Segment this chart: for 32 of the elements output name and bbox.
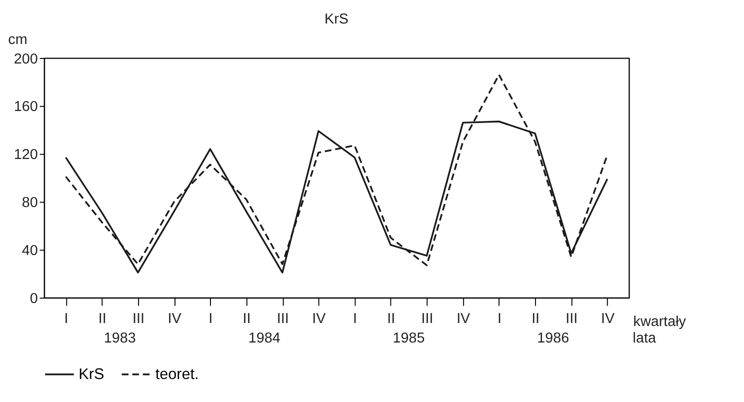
x-tick-label: III: [132, 311, 144, 328]
legend-label: KrS: [78, 366, 104, 384]
x-tick-label: II: [532, 311, 540, 328]
x-tick-label: II: [98, 311, 106, 328]
x-tick-label: III: [276, 311, 289, 328]
y-tick-label: 0: [30, 290, 38, 307]
chart-title: KrS: [324, 11, 349, 28]
y-axis-title: cm: [8, 32, 28, 48]
y-tick-label: 80: [22, 195, 38, 212]
text: 1983: [104, 330, 136, 347]
x-tick-label: II: [242, 311, 251, 328]
y-tick-label: 160: [14, 99, 38, 116]
x-tick-label: I: [497, 311, 502, 328]
y-tick-label: 120: [14, 147, 38, 164]
x-tick-label: I: [208, 311, 213, 328]
text: 1986: [537, 330, 570, 347]
x-tick-label: I: [353, 311, 358, 328]
x-tick-label: IV: [312, 311, 326, 328]
x-tick-label: IV: [168, 311, 182, 328]
y-tick-label: 200: [14, 51, 38, 68]
x-tick-label: IV: [456, 311, 471, 328]
x-tick-label: I: [64, 311, 68, 328]
y-tick-label: 40: [22, 243, 38, 260]
text: lata: [632, 330, 656, 347]
text: 1985: [392, 330, 425, 347]
x-tick-label: III: [421, 311, 434, 328]
x-axis-title: kwartały: [633, 314, 687, 330]
text: 1984: [248, 330, 280, 347]
x-tick-label: III: [566, 311, 578, 328]
x-tick-label: IV: [600, 311, 615, 328]
legend-label: teoret.: [155, 366, 199, 384]
x-tick-label: II: [387, 311, 396, 328]
